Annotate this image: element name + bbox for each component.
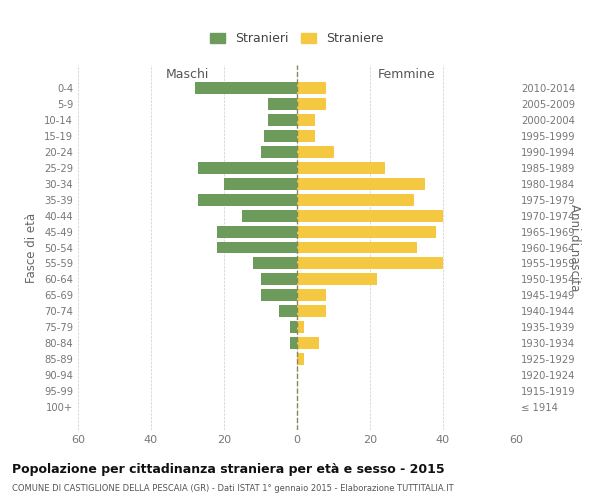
Bar [297, 98, 326, 110]
Bar [260, 290, 297, 302]
Bar [297, 194, 414, 205]
Bar [297, 354, 304, 366]
Legend: Stranieri, Straniere: Stranieri, Straniere [205, 28, 389, 50]
Bar [268, 98, 297, 110]
Bar [264, 130, 297, 141]
Text: Popolazione per cittadinanza straniera per età e sesso - 2015: Popolazione per cittadinanza straniera p… [12, 462, 445, 475]
Bar [297, 274, 377, 285]
Bar [297, 210, 443, 222]
Bar [290, 338, 297, 349]
Bar [217, 226, 297, 237]
Bar [279, 306, 297, 318]
Bar [260, 146, 297, 158]
Bar [297, 290, 326, 302]
Y-axis label: Anni di nascita: Anni di nascita [568, 204, 581, 291]
Bar [195, 82, 297, 94]
Bar [242, 210, 297, 222]
Text: Maschi: Maschi [166, 68, 209, 82]
Bar [224, 178, 297, 190]
Bar [297, 322, 304, 334]
Bar [268, 114, 297, 126]
Bar [199, 162, 297, 173]
Bar [297, 226, 436, 237]
Bar [199, 194, 297, 205]
Bar [290, 322, 297, 334]
Bar [297, 114, 315, 126]
Bar [297, 82, 326, 94]
Bar [297, 178, 425, 190]
Bar [253, 258, 297, 270]
Bar [297, 162, 385, 173]
Bar [297, 306, 326, 318]
Bar [260, 274, 297, 285]
Bar [297, 258, 443, 270]
Text: COMUNE DI CASTIGLIONE DELLA PESCAIA (GR) - Dati ISTAT 1° gennaio 2015 - Elaboraz: COMUNE DI CASTIGLIONE DELLA PESCAIA (GR)… [12, 484, 454, 493]
Bar [217, 242, 297, 254]
Bar [297, 242, 418, 254]
Bar [297, 130, 315, 141]
Y-axis label: Fasce di età: Fasce di età [25, 212, 38, 282]
Text: Femmine: Femmine [377, 68, 436, 82]
Bar [297, 338, 319, 349]
Bar [297, 146, 334, 158]
